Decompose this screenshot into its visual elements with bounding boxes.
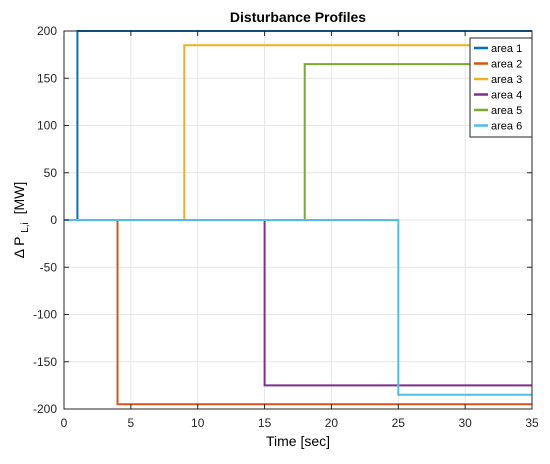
y-axis-label-subscript: L,i xyxy=(20,222,31,233)
y-axis-label-main: Δ P xyxy=(11,237,27,259)
x-tick-label: 30 xyxy=(458,416,472,430)
series-lines xyxy=(64,30,532,406)
legend: area 1 area 2 area 3 area 4 area 5 area 6 xyxy=(469,37,533,138)
x-axis-label: Time [sec] xyxy=(266,433,330,449)
legend-label: area 1 xyxy=(491,43,522,55)
legend-label: area 2 xyxy=(491,59,522,71)
x-tick-label: 25 xyxy=(392,416,406,430)
chart-title: Disturbance Profiles xyxy=(230,9,366,25)
y-tick-label: -200 xyxy=(33,402,57,416)
y-tick-label: -50 xyxy=(40,260,58,274)
x-tick-label: 20 xyxy=(325,416,339,430)
y-tick-label: -100 xyxy=(33,308,57,322)
legend-label: area 5 xyxy=(491,105,522,117)
y-axis-label: Δ P L,i [MW] xyxy=(11,182,31,259)
series-line-area-6 xyxy=(64,219,532,396)
x-tick-label: 15 xyxy=(258,416,272,430)
y-tick-label: 0 xyxy=(50,213,57,227)
y-tick-label: 50 xyxy=(44,166,58,180)
axis-ticks: 0 5 10 15 20 25 30 35 -200 -150 -100 -50 0 50 100 150 20… xyxy=(33,24,539,430)
legend-label: area 3 xyxy=(491,74,522,86)
x-tick-label: 10 xyxy=(191,416,205,430)
x-tick-label: 35 xyxy=(525,416,539,430)
y-axis-label-unit: [MW] xyxy=(11,182,27,215)
y-tick-label: 150 xyxy=(37,71,57,85)
x-tick-label: 5 xyxy=(128,416,135,430)
y-tick-label: -150 xyxy=(33,355,57,369)
x-tick-label: 0 xyxy=(61,416,68,430)
y-tick-label: 200 xyxy=(37,24,57,38)
y-tick-label: 100 xyxy=(37,119,57,133)
legend-label: area 4 xyxy=(491,90,522,102)
legend-box xyxy=(469,37,533,138)
legend-label: area 6 xyxy=(491,121,522,133)
